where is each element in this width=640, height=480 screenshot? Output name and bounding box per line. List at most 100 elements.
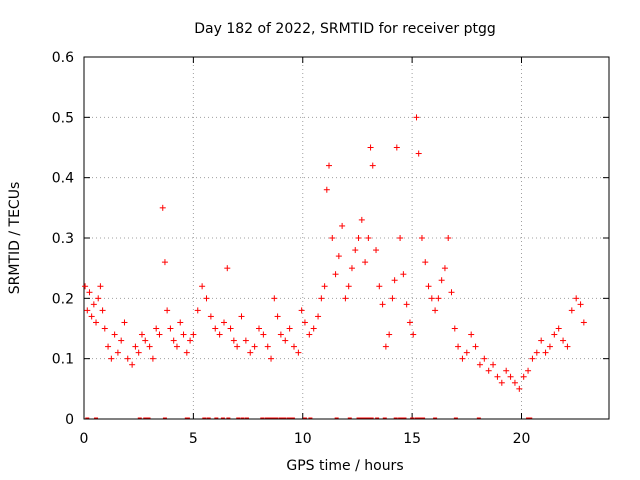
data-point <box>132 343 139 350</box>
data-point <box>82 283 89 290</box>
data-point <box>403 301 410 308</box>
data-point <box>369 162 376 169</box>
data-point <box>108 355 115 362</box>
data-points <box>82 114 587 392</box>
data-point <box>391 277 398 284</box>
grid-lines <box>84 57 609 419</box>
data-point <box>277 331 284 338</box>
data-point <box>180 331 187 338</box>
data-point <box>379 301 386 308</box>
data-point <box>149 355 156 362</box>
data-point <box>111 331 118 338</box>
data-point <box>274 313 281 320</box>
axis-ticks: 0 0.1 0.2 0.3 0.4 0.5 0.6 0 5 10 15 20 <box>52 50 609 447</box>
data-point <box>516 385 523 392</box>
data-point <box>310 325 317 332</box>
data-point <box>199 283 206 290</box>
data-point <box>520 373 527 380</box>
data-point <box>177 319 184 326</box>
data-point <box>146 343 153 350</box>
data-point <box>389 295 396 302</box>
data-point <box>138 331 145 338</box>
chart-title: Day 182 of 2022, SRMTID for receiver ptg… <box>194 21 496 37</box>
data-point <box>382 343 389 350</box>
data-point <box>216 331 223 338</box>
data-point <box>194 307 201 314</box>
x-tick-label: 20 <box>513 431 531 447</box>
data-point <box>84 307 91 314</box>
data-point <box>525 367 532 374</box>
data-point <box>167 325 174 332</box>
data-point <box>551 331 558 338</box>
y-tick-label: 0.5 <box>52 110 74 126</box>
data-point <box>490 361 497 368</box>
data-point <box>329 235 336 241</box>
data-point <box>564 343 571 350</box>
data-point <box>306 331 313 338</box>
data-point <box>95 295 102 302</box>
data-point <box>227 325 234 332</box>
x-tick-label: 0 <box>80 431 89 447</box>
data-point <box>352 247 359 254</box>
data-point <box>413 114 420 121</box>
y-tick-label: 0.3 <box>52 231 74 247</box>
data-point <box>161 259 168 266</box>
data-point <box>242 337 249 344</box>
x-tick-label: 5 <box>189 431 198 447</box>
y-tick-label: 0.6 <box>52 50 74 66</box>
data-point <box>105 343 112 350</box>
data-point <box>538 337 545 344</box>
data-point <box>156 331 163 338</box>
data-point <box>264 343 271 350</box>
data-point <box>438 277 445 284</box>
data-point <box>386 331 393 338</box>
data-point <box>400 271 407 278</box>
data-point <box>207 313 214 320</box>
data-point <box>415 150 422 157</box>
data-point <box>498 379 505 386</box>
data-point <box>129 361 136 368</box>
data-point <box>463 349 470 356</box>
data-point <box>97 283 104 290</box>
data-point <box>271 295 278 302</box>
data-point <box>159 204 166 211</box>
data-point <box>481 355 488 362</box>
data-point <box>365 235 372 241</box>
data-point <box>485 367 492 374</box>
data-point <box>432 307 439 314</box>
data-point <box>358 216 365 223</box>
data-point <box>332 271 339 278</box>
data-point <box>451 325 458 332</box>
data-point <box>170 337 177 344</box>
data-point <box>187 337 194 344</box>
data-point <box>468 331 475 338</box>
data-point <box>173 343 180 350</box>
data-point <box>435 295 442 302</box>
data-point <box>203 295 210 302</box>
data-point <box>315 313 322 320</box>
data-point <box>362 259 369 266</box>
data-point <box>295 349 302 356</box>
data-point <box>428 295 435 302</box>
data-point <box>418 235 425 241</box>
data-point <box>86 289 93 296</box>
data-point <box>568 307 575 314</box>
data-point <box>268 355 275 362</box>
data-point <box>326 162 332 169</box>
data-point <box>190 331 197 338</box>
data-point <box>118 337 125 344</box>
y-tick-label: 0.4 <box>52 171 74 187</box>
data-point <box>282 337 289 344</box>
data-point <box>301 319 308 326</box>
data-point <box>472 343 479 350</box>
y-tick-label: 0 <box>65 412 74 428</box>
data-point <box>224 265 231 272</box>
data-point <box>234 343 241 350</box>
data-point <box>230 337 237 344</box>
data-point <box>135 349 142 356</box>
y-axis-label: SRMTID / TECUs <box>7 182 23 295</box>
data-point <box>560 337 567 344</box>
data-point <box>455 343 462 350</box>
data-point <box>260 331 267 338</box>
